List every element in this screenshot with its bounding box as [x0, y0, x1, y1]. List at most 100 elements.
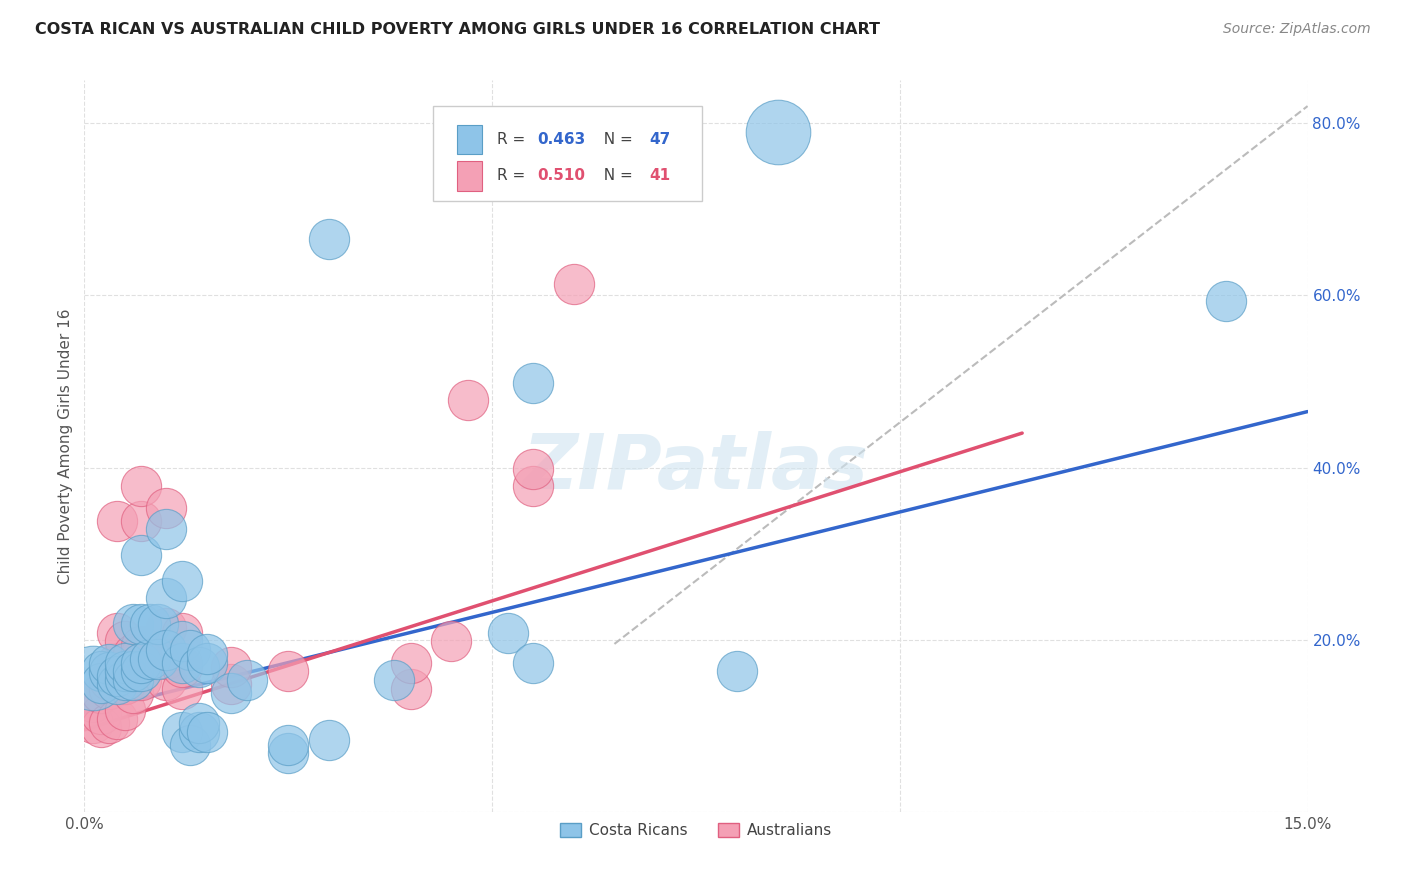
Point	[131, 549, 153, 563]
Point	[399, 656, 422, 670]
Text: R =: R =	[496, 169, 530, 184]
Text: COSTA RICAN VS AUSTRALIAN CHILD POVERTY AMONG GIRLS UNDER 16 CORRELATION CHART: COSTA RICAN VS AUSTRALIAN CHILD POVERTY …	[35, 22, 880, 37]
Point	[155, 500, 177, 515]
Point	[155, 523, 177, 537]
Point	[187, 660, 209, 674]
Point	[382, 673, 405, 687]
Point	[146, 617, 169, 632]
Point	[105, 625, 128, 640]
Point	[277, 746, 299, 760]
Point	[172, 574, 194, 588]
Point	[155, 651, 177, 665]
Point	[131, 514, 153, 528]
Point	[187, 724, 209, 739]
Point	[172, 660, 194, 674]
Point	[105, 656, 128, 670]
Point	[97, 673, 120, 687]
Point	[766, 125, 789, 139]
Text: 0.510: 0.510	[537, 169, 585, 184]
Point	[105, 712, 128, 726]
Point	[122, 665, 145, 679]
Point	[90, 707, 112, 722]
Point	[146, 651, 169, 665]
Point	[114, 677, 136, 691]
Point	[131, 479, 153, 493]
Point	[138, 651, 160, 665]
Point	[97, 665, 120, 680]
Point	[131, 639, 153, 653]
Point	[522, 656, 544, 670]
Point	[498, 625, 520, 640]
Point	[114, 673, 136, 687]
Point	[82, 671, 104, 685]
Point	[195, 647, 218, 661]
Point	[725, 665, 748, 679]
Point	[82, 695, 104, 709]
Text: N =: N =	[595, 132, 638, 147]
Point	[236, 673, 259, 687]
Text: 0.463: 0.463	[537, 132, 585, 147]
Point	[187, 716, 209, 731]
Point	[122, 647, 145, 661]
Point	[522, 462, 544, 476]
Point	[131, 673, 153, 687]
Point	[105, 665, 128, 679]
Point	[457, 393, 479, 408]
Y-axis label: Child Poverty Among Girls Under 16: Child Poverty Among Girls Under 16	[58, 309, 73, 583]
Point	[155, 643, 177, 657]
Point	[155, 591, 177, 606]
Point	[172, 681, 194, 696]
Point	[122, 686, 145, 700]
Text: R =: R =	[496, 132, 530, 147]
Point	[131, 617, 153, 632]
Point	[90, 675, 112, 690]
Point	[440, 634, 463, 648]
Point	[105, 669, 128, 683]
Point	[172, 656, 194, 670]
Point	[318, 232, 340, 246]
Point	[131, 656, 153, 670]
Point	[90, 720, 112, 734]
Point	[90, 665, 112, 679]
Point	[155, 673, 177, 687]
Text: ZIPatlas: ZIPatlas	[523, 431, 869, 505]
Point	[105, 514, 128, 528]
Point	[318, 733, 340, 747]
Text: 41: 41	[650, 169, 671, 184]
Point	[114, 703, 136, 717]
Point	[522, 479, 544, 493]
Point	[114, 656, 136, 670]
Point	[114, 634, 136, 648]
Point	[277, 738, 299, 752]
Text: 47: 47	[650, 132, 671, 147]
Point	[522, 376, 544, 391]
Point	[122, 665, 145, 679]
Point	[179, 738, 201, 752]
Legend: Costa Ricans, Australians: Costa Ricans, Australians	[554, 816, 838, 845]
Point	[195, 656, 218, 670]
Point	[131, 647, 153, 661]
Point	[172, 634, 194, 648]
Point	[562, 277, 585, 292]
Point	[399, 681, 422, 696]
Point	[114, 656, 136, 670]
FancyBboxPatch shape	[433, 106, 702, 201]
Point	[90, 686, 112, 700]
Point	[195, 724, 218, 739]
Point	[1215, 294, 1237, 309]
Point	[97, 657, 120, 671]
Point	[138, 617, 160, 632]
Point	[131, 665, 153, 679]
Point	[219, 677, 242, 691]
FancyBboxPatch shape	[457, 161, 482, 191]
Point	[155, 622, 177, 636]
Point	[122, 673, 145, 687]
Point	[172, 724, 194, 739]
Point	[114, 665, 136, 679]
Point	[97, 716, 120, 731]
Text: Source: ZipAtlas.com: Source: ZipAtlas.com	[1223, 22, 1371, 37]
FancyBboxPatch shape	[457, 125, 482, 154]
Text: N =: N =	[595, 169, 638, 184]
Point	[219, 686, 242, 700]
Point	[97, 681, 120, 696]
